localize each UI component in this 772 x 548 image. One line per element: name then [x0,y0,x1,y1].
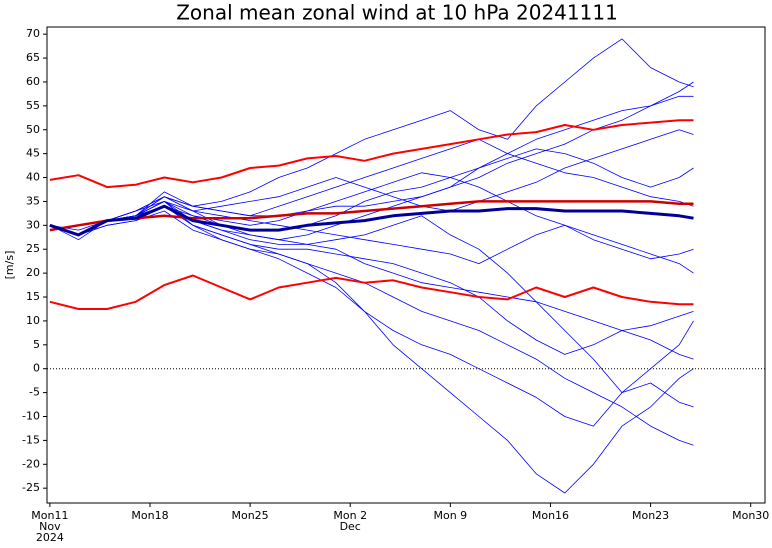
x-tick-label: 2024 [36,531,64,544]
y-tick-label: 20 [26,266,40,279]
y-tick-label: 0 [33,362,40,375]
series-line [49,200,694,232]
chart-title: Zonal mean zonal wind at 10 hPa 20241111 [176,1,618,25]
series-line [49,204,694,237]
y-tick-label: 65 [26,51,40,64]
x-tick-label: Mon18 [131,509,168,522]
x-tick-label: Mon 9 [433,509,467,522]
y-tick-label: -10 [22,409,40,422]
y-tick-label: 30 [26,218,40,231]
x-tick-label: Mon25 [231,509,268,522]
y-axis-label: [m/s] [3,251,16,280]
y-tick-label: 35 [26,194,40,207]
y-tick-label: -5 [29,386,40,399]
series-line [49,201,694,446]
x-tick-label: Mon11 [31,509,68,522]
y-tick-label: 70 [26,27,40,40]
x-tick-label: Mon 2 [333,509,367,522]
y-tick-label: 60 [26,75,40,88]
x-tick-label: Mon16 [532,509,569,522]
y-tick-label: 55 [26,99,40,112]
y-tick-label: 50 [26,123,40,136]
y-tick-label: -25 [22,481,40,494]
y-tick-label: 10 [26,314,40,327]
y-tick-label: -15 [22,433,40,446]
series-line [49,177,694,260]
y-tick-label: 40 [26,171,40,184]
y-tick-label: 5 [33,338,40,351]
y-tick-label: 45 [26,147,40,160]
y-tick-label: -20 [22,457,40,470]
series-line [49,119,694,189]
y-tick-label: 25 [26,242,40,255]
x-tick-label: Mon23 [632,509,669,522]
series-line [49,129,694,236]
x-tick-label: Mon30 [732,509,769,522]
series-line [49,274,694,310]
series-line [49,210,694,427]
x-tick-label: Nov [39,520,61,533]
series-line [49,138,694,236]
series-line [49,95,694,236]
y-tick-label: 15 [26,290,40,303]
plot-frame [46,26,766,504]
x-tick-label: Dec [340,520,361,533]
